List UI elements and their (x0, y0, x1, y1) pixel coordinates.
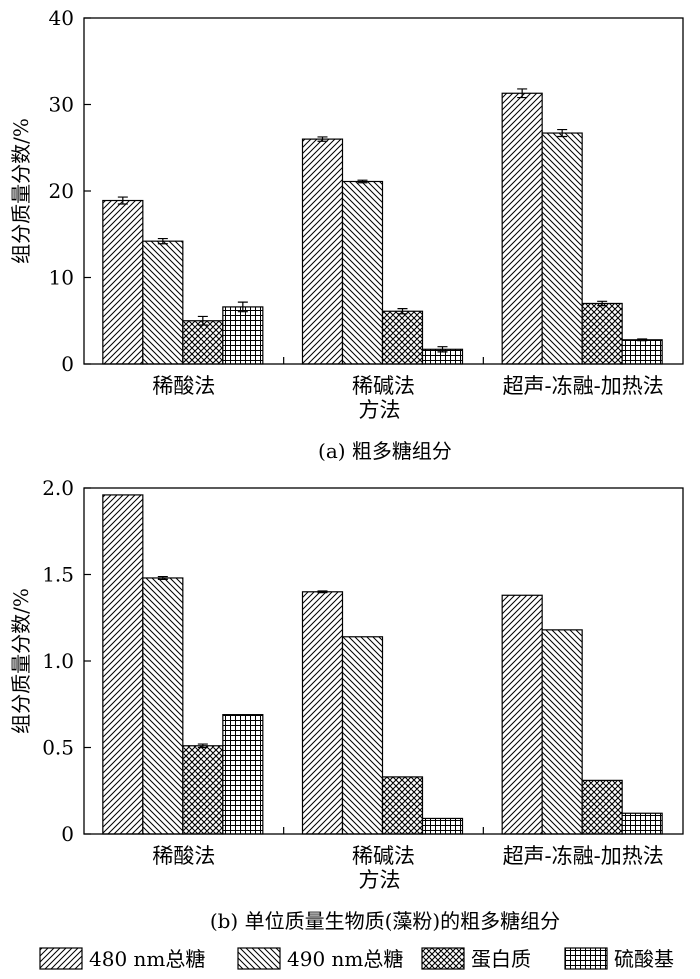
legend-label-2: 蛋白质 (471, 947, 531, 971)
bar-a-s3-c2 (621, 339, 663, 365)
x-tick-label: 稀碱法 (352, 374, 415, 398)
bar-b-s0-c0 (102, 494, 144, 835)
error-bar (237, 301, 248, 313)
bar-a-s0-c1 (301, 138, 344, 365)
bar-a-s1-c1 (341, 180, 384, 365)
legend: 480 nm总糖 490 nm总糖 蛋白质 硫酸基 (39, 947, 674, 971)
bar-b-s3-c0 (222, 714, 264, 835)
bar-a-s2-c0 (182, 320, 224, 365)
bar-b-s1-c0 (142, 577, 184, 835)
x-tick-label: 稀碱法 (352, 844, 415, 868)
bar-a-s3-c0 (222, 306, 264, 365)
y-tick-label: 1.5 (42, 563, 74, 587)
bar-b-s1-c1 (341, 636, 384, 835)
legend-swatch-0 (39, 947, 83, 970)
x-tick-label: 超声-冻融-加热法 (503, 374, 664, 398)
y-tick-label: 20 (49, 179, 74, 203)
x-axis-title: 方法 (359, 398, 401, 422)
y-tick-label: 0.5 (42, 736, 74, 760)
error-bar (117, 196, 128, 205)
error-bar (597, 300, 608, 307)
panel-a-caption: (a) 粗多糖组分 (318, 439, 452, 463)
x-tick-label: 稀酸法 (152, 844, 215, 868)
y-tick-label: 30 (49, 93, 74, 117)
bar-b-s2-c1 (381, 776, 424, 835)
bar-b-s0-c1 (301, 591, 344, 835)
legend-swatch-3 (564, 947, 608, 970)
y-tick-label: 2.0 (42, 476, 74, 500)
x-tick-label: 超声-冻融-加热法 (503, 844, 664, 868)
error-bar (517, 88, 528, 99)
y-tick-label: 0 (61, 822, 74, 846)
bar-b-s3-c2 (621, 812, 663, 835)
error-bar (197, 315, 208, 326)
y-tick-label: 10 (49, 266, 74, 290)
y-tick-label: 1.0 (42, 649, 74, 673)
bar-a-s0-c2 (501, 92, 543, 365)
error-bar (317, 590, 328, 594)
y-tick-label: 0 (61, 352, 74, 376)
bar-a-s1-c0 (142, 240, 184, 365)
bar-b-s2-c0 (182, 745, 224, 835)
error-bar (157, 575, 168, 580)
bar-b-s3-c1 (421, 817, 464, 835)
bar-b-s2-c2 (581, 779, 623, 835)
legend-swatch-1 (237, 947, 281, 970)
y-tick-label: 40 (49, 6, 74, 30)
legend-label-1: 490 nm总糖 (287, 947, 403, 971)
bar-a-s2-c1 (381, 310, 424, 365)
bar-b-s0-c2 (501, 594, 543, 835)
x-tick-label: 稀酸法 (152, 374, 215, 398)
bar-a-s1-c2 (541, 132, 583, 365)
error-bar (637, 338, 648, 342)
x-axis-title: 方法 (359, 868, 401, 892)
bar-b-s1-c2 (541, 629, 583, 835)
legend-label-0: 480 nm总糖 (89, 947, 205, 971)
y-axis-title: 组分质量分数/% (9, 588, 33, 734)
legend-label-3: 硫酸基 (614, 947, 674, 971)
error-bar (437, 346, 448, 353)
bar-a-s0-c0 (102, 199, 144, 365)
error-bar (357, 179, 368, 184)
error-bar (157, 237, 168, 245)
error-bar (197, 743, 208, 749)
y-axis-title: 组分质量分数/% (9, 118, 33, 264)
panel-b-caption: (b) 单位质量生物质(藻粉)的粗多糖组分 (210, 909, 560, 933)
error-bar (317, 136, 328, 142)
legend-swatch-2 (421, 947, 465, 970)
bar-a-s2-c2 (581, 302, 623, 365)
error-bar (557, 128, 568, 138)
error-bar (397, 308, 408, 315)
